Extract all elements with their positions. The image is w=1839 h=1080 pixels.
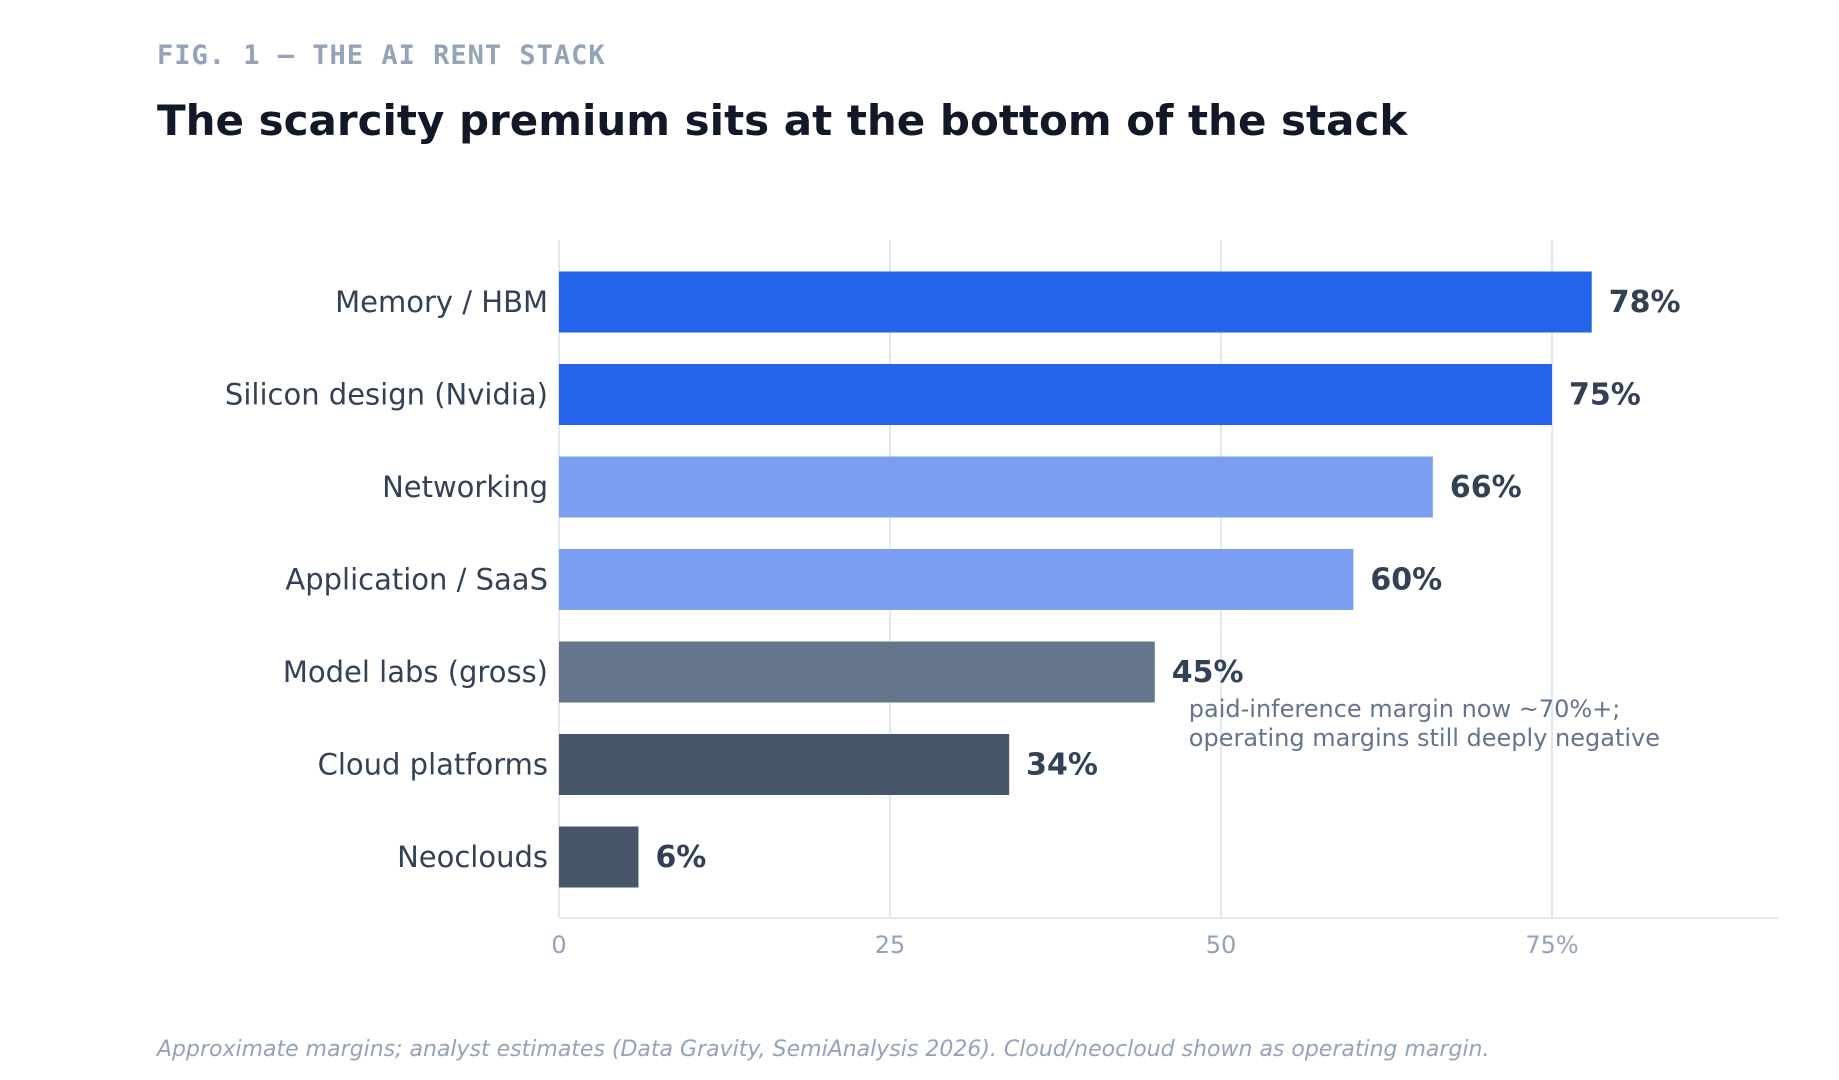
category-label-application-saas: Application / SaaS (285, 563, 548, 597)
category-label-neoclouds: Neoclouds (397, 840, 548, 874)
bar-cloud-platforms (559, 734, 1010, 795)
annotation-line: paid-inference margin now ~70%+; (1189, 695, 1621, 723)
value-label-application-saas: 60% (1370, 563, 1442, 598)
value-label-cloud-platforms: 34% (1026, 748, 1098, 783)
bar-model-labs-gross (559, 641, 1155, 703)
figure-label: FIG. 1 — THE AI RENT STACK (157, 40, 606, 71)
x-tick-label: 75% (1525, 931, 1578, 959)
value-label-memory-hbm: 78% (1609, 285, 1681, 320)
category-label-model-labs-gross: Model labs (gross) (283, 655, 548, 689)
category-label-networking: Networking (382, 470, 548, 504)
value-labels: 78% 75% 66% 60% 45% 34% 6% (655, 285, 1680, 875)
category-label-memory-hbm: Memory / HBM (335, 285, 548, 319)
annotations: paid-inference margin now ~70%+;operatin… (1189, 695, 1660, 752)
category-label-cloud-platforms: Cloud platforms (318, 748, 548, 782)
bars (559, 271, 1592, 888)
bar-application-saas (559, 549, 1354, 610)
value-label-neoclouds: 6% (655, 840, 706, 875)
x-tick-label: 50 (1206, 931, 1237, 959)
bar-neoclouds (559, 826, 639, 888)
bar-networking (559, 456, 1433, 518)
x-tick-label: 25 (875, 931, 906, 959)
chart-title: The scarcity premium sits at the bottom … (157, 96, 1408, 145)
source-footnote: Approximate margins; analyst estimates (… (157, 1037, 1490, 1062)
bar-chart: Memory / HBM Silicon design (Nvidia) Netwo… (225, 240, 1778, 959)
value-label-silicon-design-nvidia: 75% (1569, 378, 1641, 413)
value-label-model-labs-gross: 45% (1172, 655, 1244, 690)
category-labels: Memory / HBM Silicon design (Nvidia) Netwo… (225, 285, 548, 874)
annotation-line: operating margins still deeply negative (1189, 724, 1660, 752)
bar-memory-hbm (559, 271, 1592, 333)
bar-silicon-design-nvidia (559, 364, 1552, 425)
category-label-silicon-design-nvidia: Silicon design (Nvidia) (225, 378, 548, 412)
x-axis: 0 25 50 75% (551, 917, 1778, 959)
x-tick-label: 0 (551, 931, 566, 959)
value-label-networking: 66% (1450, 470, 1522, 505)
